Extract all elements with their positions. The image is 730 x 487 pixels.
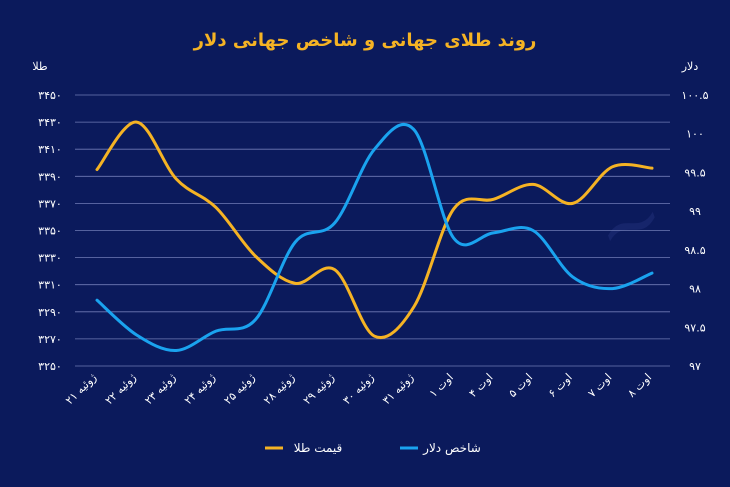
gridlines: [75, 94, 670, 367]
left-tick-label: ۳۳۱۰: [38, 279, 62, 292]
right-tick-label: ۹۷.۵: [684, 321, 705, 334]
x-tick-label: ۲۴ ژوئیه: [182, 371, 218, 407]
x-tick-label: ۲۹ ژوئیه: [301, 371, 337, 407]
right-axis-label: دلار: [681, 60, 699, 73]
x-tick-label: ۳۱ ژوئیه: [380, 371, 416, 407]
left-tick-label: ۳۴۳۰: [38, 116, 62, 129]
dollar-index-line: [95, 122, 654, 353]
series-group: [95, 120, 654, 353]
legend-label-dollar: شاخص دلار: [422, 441, 481, 456]
left-tick-label: ۳۳۳۰: [38, 252, 62, 265]
left-tick-label: ۳۲۹۰: [38, 306, 62, 319]
right-axis-ticks: ۹۷ ۹۷.۵ ۹۸ ۹۸.۵ ۹۹ ۹۹.۵ ۱۰۰ ۱۰۰.۵: [681, 89, 708, 373]
right-tick-label: ۹۸: [689, 283, 701, 296]
x-tick-label: ۴ اوت: [466, 371, 495, 400]
chart-title: روند طلای جهانی و شاخص جهانی دلار: [193, 30, 537, 51]
x-tick-label: ۲۲ ژوئیه: [103, 371, 139, 407]
right-tick-label: ۱۰۰: [686, 128, 704, 141]
left-tick-label: ۳۲۵۰: [38, 360, 62, 373]
x-tick-label: ۷ اوت: [585, 371, 614, 400]
x-tick-label: ۸ اوت: [625, 371, 654, 400]
left-axis-label: طلا: [32, 60, 48, 73]
left-tick-label: ۳۴۱۰: [38, 143, 62, 156]
left-tick-label: ۳۴۵۰: [38, 89, 62, 102]
right-tick-label: ۹۹.۵: [684, 166, 705, 179]
x-tick-label: ۳۰ ژوئیه: [340, 371, 376, 407]
x-tick-label: ۱ اوت: [427, 371, 456, 400]
left-tick-label: ۳۳۵۰: [38, 225, 62, 238]
legend-label-gold: قیمت طلا: [294, 441, 343, 455]
watermark-logo: ~: [583, 169, 678, 279]
right-tick-label: ۱۰۰.۵: [681, 89, 708, 102]
x-tick-label: ۲۸ ژوئیه: [261, 371, 297, 407]
left-tick-label: ۳۳۷۰: [38, 197, 62, 210]
x-tick-label: ۵ اوت: [506, 371, 535, 400]
right-tick-label: ۹۹: [689, 205, 701, 218]
x-tick-label: ۶ اوت: [546, 371, 575, 400]
right-tick-label: ۹۸.۵: [684, 244, 705, 257]
x-tick-label: ۲۵ ژوئیه: [221, 371, 257, 407]
right-tick-label: ۹۷: [689, 360, 701, 373]
gold-price-line: [95, 120, 654, 340]
left-tick-label: ۳۳۹۰: [38, 170, 62, 183]
left-axis-ticks: ۳۲۵۰ ۳۲۷۰ ۳۲۹۰ ۳۳۱۰ ۳۳۳۰ ۳۳۵۰ ۳۳۷۰ ۳۳۹۰ ۳۴۱۰ ۳۴۳۰…: [38, 89, 62, 373]
x-tick-label: ۲۱ ژوئیه: [63, 371, 99, 407]
legend: قیمت طلا شاخص دلار: [265, 441, 481, 456]
left-tick-label: ۳۲۷۰: [38, 333, 62, 346]
x-tick-label: ۲۳ ژوئیه: [142, 371, 178, 407]
